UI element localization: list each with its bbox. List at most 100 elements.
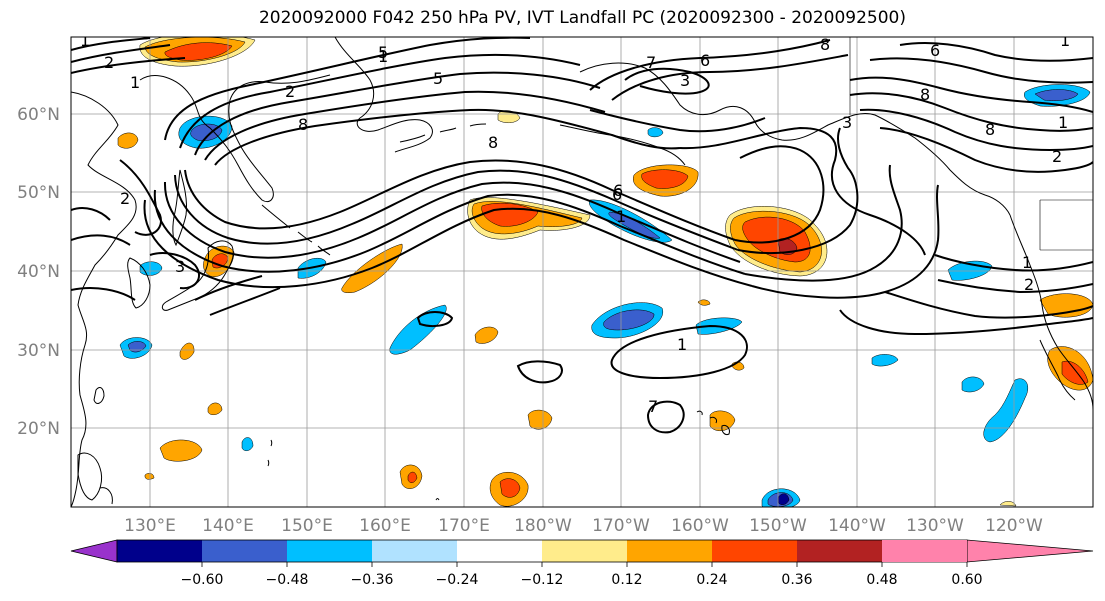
contour-label: 6 xyxy=(612,185,622,204)
shade-positive xyxy=(697,299,711,306)
contour-label: 8 xyxy=(820,35,830,54)
colorbar-label: 0.48 xyxy=(866,572,897,588)
pv-contour xyxy=(737,127,859,254)
colorbar-label: 0.60 xyxy=(951,572,982,588)
coastline-korea xyxy=(127,257,151,309)
shade-negative xyxy=(389,304,447,355)
contour-label: 5 xyxy=(378,43,388,62)
colorbar-segment xyxy=(372,540,457,562)
coastline-baja xyxy=(1039,339,1076,401)
pv-contour xyxy=(734,145,825,244)
shade-positive xyxy=(999,501,1017,507)
lon-label: 130°E xyxy=(124,516,176,536)
contour-label: 8 xyxy=(920,85,930,104)
colorbar-label: −0.48 xyxy=(266,572,309,588)
lat-label: 30°N xyxy=(17,341,60,361)
coastline-kamchatka xyxy=(139,74,331,203)
coastline-alaska-west xyxy=(334,37,433,153)
shade-positive xyxy=(474,326,499,344)
shade-positive xyxy=(159,439,203,462)
pv-contour xyxy=(71,234,131,246)
pv-contour xyxy=(679,126,926,256)
pv-contour xyxy=(849,76,1093,113)
colorbar-segment xyxy=(202,540,287,562)
contour-label: 2 xyxy=(120,189,130,208)
pv-contour xyxy=(143,199,753,289)
pv-contour xyxy=(516,360,563,384)
pv-contour xyxy=(71,287,136,301)
contour-label: 2 xyxy=(1052,147,1062,166)
pv-contour xyxy=(164,37,531,141)
contour-label: 1 xyxy=(677,335,687,354)
lat-label: 60°N xyxy=(17,105,60,125)
shade-positive xyxy=(144,473,155,480)
pv-contour xyxy=(71,207,111,221)
contour-label: 6 xyxy=(613,181,623,200)
coastline-alaska-peninsula xyxy=(559,124,686,166)
map-frame xyxy=(70,36,1094,508)
lat-label: 50°N xyxy=(17,183,60,203)
colorbar-ticks xyxy=(201,562,968,567)
shade-positive xyxy=(499,478,521,498)
contour-labels: 1 2 5 8 6 3 8 2 8 6 8 5 3 1 6 7 1 2 3 1 … xyxy=(80,35,1070,416)
lon-label: 130°W xyxy=(906,516,964,536)
pv-contour xyxy=(214,108,681,166)
lon-label: 180°W xyxy=(514,516,572,536)
lon-label: 150°W xyxy=(749,516,807,536)
contour-label: 1 xyxy=(1058,113,1068,132)
map-title: 2020092000 F042 250 hPa PV, IVT Landfall… xyxy=(258,8,906,28)
pv-contour xyxy=(416,311,454,327)
colorbar-label: 0.24 xyxy=(696,572,727,588)
pv-contour xyxy=(119,159,162,236)
contour-label: 1 xyxy=(1022,253,1032,272)
pv-contour xyxy=(589,39,831,91)
lat-label: 40°N xyxy=(17,262,60,282)
contour-label: 2 xyxy=(104,53,114,72)
lon-label: 150°E xyxy=(281,516,333,536)
contour-label: 7 xyxy=(648,397,658,416)
pv-contour xyxy=(859,108,1093,152)
pv-contour xyxy=(194,71,601,156)
contour-label: 1 xyxy=(616,207,626,226)
lon-axis: 130°E 140°E 150°E 160°E 170°E 180°W 170°… xyxy=(124,516,1043,536)
contour-label: 1 xyxy=(378,47,388,66)
colorbar-segment xyxy=(797,540,882,562)
lon-label: 160°E xyxy=(359,516,411,536)
shade-negative xyxy=(961,376,985,393)
pv-contour xyxy=(149,252,200,290)
shade-positive xyxy=(207,402,223,415)
contour-label: 3 xyxy=(842,113,852,132)
colorbar-label: −0.60 xyxy=(181,572,224,588)
pv-contour xyxy=(751,184,940,299)
shade-positive xyxy=(1039,293,1093,318)
pv-contour xyxy=(839,309,1093,336)
shade-negative xyxy=(647,127,664,138)
pv-contour xyxy=(624,67,710,95)
pv-contour xyxy=(849,92,1093,132)
colorbar: −0.60 −0.48 −0.36 −0.24 −0.12 0.12 0.24 … xyxy=(70,539,1094,588)
coastline-alaska xyxy=(579,62,1011,216)
pv-contour xyxy=(174,169,739,251)
pv-contour xyxy=(611,54,849,101)
colorbar-segment xyxy=(117,540,202,562)
shade-negative xyxy=(190,123,223,141)
colorbar-label: −0.24 xyxy=(436,572,479,588)
pv-contour xyxy=(589,109,766,133)
pv-contour xyxy=(194,275,263,301)
lon-label: 170°W xyxy=(592,516,650,536)
coastline-philippines xyxy=(77,452,113,505)
coastline-hawaii xyxy=(696,410,730,435)
colorbar-label: 0.36 xyxy=(781,572,812,588)
pv-contour xyxy=(869,57,1093,84)
colorbar-label: 0.12 xyxy=(611,572,642,588)
shade-negative xyxy=(983,378,1029,443)
colorbar-segment xyxy=(287,540,372,562)
shade-negative xyxy=(1034,89,1079,101)
contour-label: 5 xyxy=(433,69,443,88)
shade-negative xyxy=(127,341,147,353)
pv-contour xyxy=(934,254,1093,272)
coastline-bc xyxy=(1009,214,1093,411)
pv-contour xyxy=(899,42,1093,62)
pv-contours xyxy=(71,37,1093,434)
coastline-taiwan xyxy=(93,387,105,404)
